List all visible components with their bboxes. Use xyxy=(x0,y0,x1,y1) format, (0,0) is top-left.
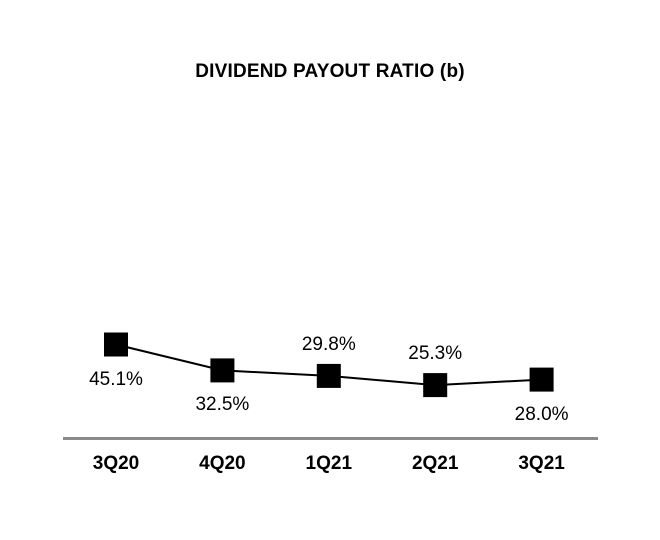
x-axis-label-2Q21: 2Q21 xyxy=(411,453,459,474)
x-axis-label-3Q21: 3Q21 xyxy=(518,453,565,474)
data-point-marker-2Q21 xyxy=(423,373,448,398)
data-point-marker-1Q21 xyxy=(316,363,341,388)
chart-title: DIVIDEND PAYOUT RATIO (b) xyxy=(195,61,465,82)
data-point-marker-3Q20 xyxy=(104,332,128,357)
data-point-marker-3Q21 xyxy=(529,367,554,392)
data-point-label-3Q20: 45.1% xyxy=(89,368,143,390)
data-point-label-4Q20: 32.5% xyxy=(195,394,250,416)
data-point-label-1Q21: 29.8% xyxy=(301,333,356,355)
x-axis-label-4Q20: 4Q20 xyxy=(199,453,246,474)
x-axis-line xyxy=(63,437,598,440)
data-point-label-2Q21: 25.3% xyxy=(408,343,463,365)
x-axis-label-3Q20: 3Q20 xyxy=(92,453,140,474)
data-point-label-3Q21: 28.0% xyxy=(514,403,569,425)
data-point-marker-4Q20 xyxy=(210,358,235,383)
x-axis-label-1Q21: 1Q21 xyxy=(305,453,353,474)
